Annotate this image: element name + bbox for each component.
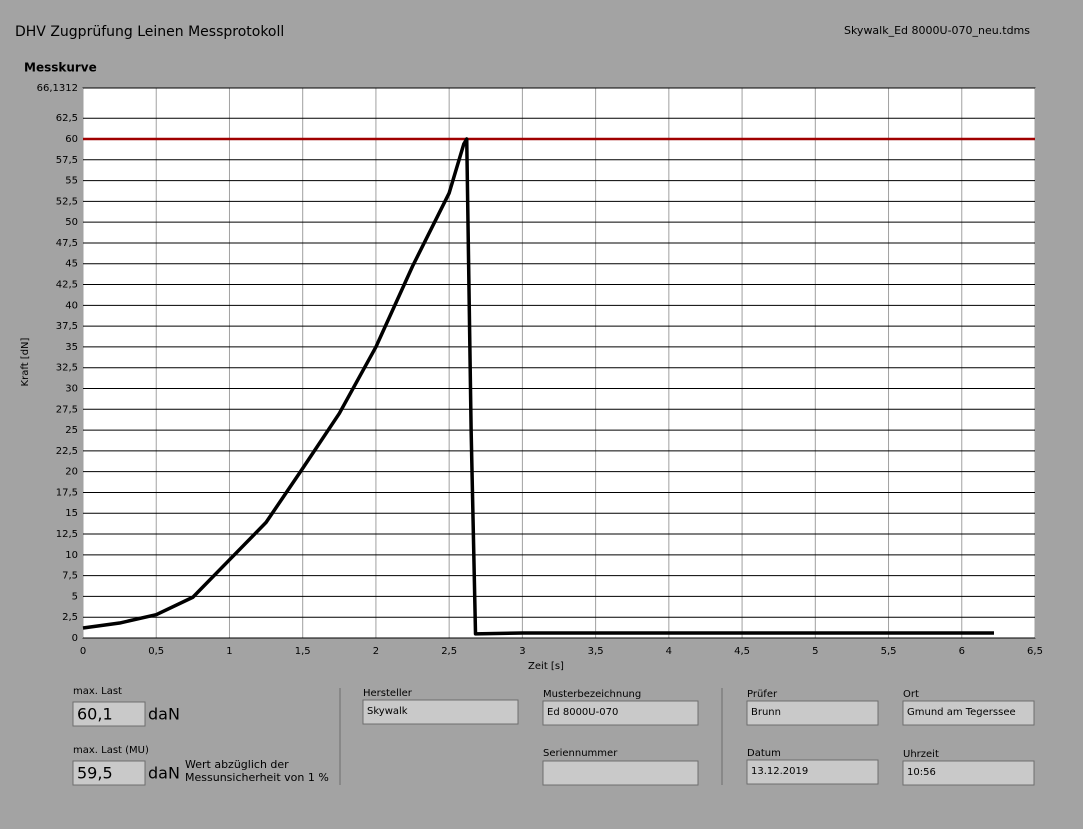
field-value: 13.12.2019 [751,766,808,777]
x-tick-label: 0 [80,646,86,657]
x-tick-label: 3,5 [588,646,604,657]
x-tick-label: 3 [519,646,525,657]
y-tick-label: 5 [72,591,78,602]
y-tick-label: 42,5 [56,280,78,291]
y-tick-label: 0 [72,633,78,644]
page-title: DHV Zugprüfung Leinen Messprotokoll [15,24,284,40]
field-value: Brunn [751,707,781,718]
note: Wert abzüglich der [185,758,289,771]
y-tick-label: 40 [65,300,78,311]
file-name: Skywalk_Ed 8000U-070_neu.tdms [844,24,1030,37]
y-tick-label: 22,5 [56,446,78,457]
value-box [72,760,146,786]
y-tick-label: 60 [65,134,78,145]
field-label: Prüfer [747,689,778,700]
y-tick-label: 50 [65,217,78,228]
x-tick-label: 4,5 [734,646,750,657]
chart-title: Messkurve [24,61,97,75]
field-value: Gmund am Tegerssee [907,707,1016,718]
x-tick-label: 1 [226,646,232,657]
y-tick-label: 55 [65,176,78,187]
field-value: Skywalk [367,706,408,717]
value-box [72,701,146,727]
field-label: Musterbezeichnung [543,689,641,700]
field-value: Ed 8000U-070 [547,707,618,718]
x-tick-label: 2,5 [441,646,457,657]
y-tick-label: 17,5 [56,487,78,498]
note: Messunsicherheit von 1 % [185,771,329,784]
x-axis-label: Zeit [s] [528,661,564,672]
plot-area [82,87,1036,639]
plot: 0 0,5 1 1,5 2 2,5 3 3,5 4 4,5 5 5,5 6 6,502,557,51012… [37,83,1043,657]
field-value: 60,1 [77,705,113,724]
field-label: max. Last (MU) [73,745,149,756]
y-tick-label: 47,5 [56,238,78,249]
value-box [902,700,1035,726]
field-value: 10:56 [907,767,936,778]
y-tick-label: 25 [65,425,78,436]
y-tick-label: 37,5 [56,321,78,332]
y-tick-label: 57,5 [56,155,78,166]
y-tick-label: 66,1312 [37,83,78,94]
data-line [82,137,994,636]
value-box [746,759,879,785]
y-tick-label: 35 [65,342,78,353]
value-box [902,760,1035,786]
y-tick-label: 12,5 [56,529,78,540]
x-tick-label: 5 [812,646,818,657]
x-tick-label: 5,5 [881,646,897,657]
x-tick-label: 0,5 [148,646,164,657]
field-value: 59,5 [77,764,113,783]
y-tick-label: 10 [65,550,78,561]
field-label: Ort [903,689,919,700]
y-tick-label: 30 [65,383,78,394]
x-tick-label: 4 [666,646,672,657]
y-tick-label: 15 [65,508,78,519]
x-tick-label: 6,5 [1027,646,1043,657]
field-label: max. Last [73,686,122,697]
y-tick-label: 2,5 [62,612,78,623]
field-label: Hersteller [363,688,413,699]
y-tick-label: 27,5 [56,404,78,415]
y-axis-label: Kraft [dN] [20,337,31,386]
field-label: Uhrzeit [903,749,939,760]
value-box [362,699,519,725]
y-tick-label: 32,5 [56,363,78,374]
y-tick-label: 45 [65,259,78,270]
x-tick-label: 2 [373,646,379,657]
field-label: Datum [747,748,781,759]
y-tick-label: 20 [65,467,78,478]
value-box [746,700,879,726]
unit: daN [148,764,180,783]
unit: daN [148,705,180,724]
value-box [542,760,699,786]
value-box [542,700,699,726]
x-tick-label: 1,5 [295,646,311,657]
y-tick-label: 52,5 [56,196,78,207]
y-tick-label: 7,5 [62,571,78,582]
x-tick-label: 6 [959,646,965,657]
y-tick-label: 62,5 [56,113,78,124]
field-label: Seriennummer [543,748,618,759]
